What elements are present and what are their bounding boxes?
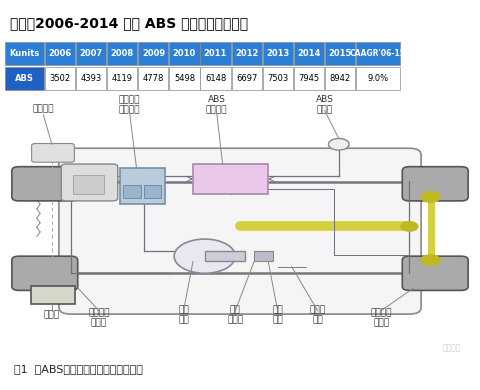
- Text: 表１：2006-2014 中国 ABS 市场预测（千套）: 表１：2006-2014 中国 ABS 市场预测（千套）: [10, 16, 248, 30]
- FancyBboxPatch shape: [402, 256, 468, 291]
- FancyBboxPatch shape: [32, 144, 74, 162]
- Text: CAAGR'06-15: CAAGR'06-15: [350, 49, 406, 58]
- Text: ABS: ABS: [15, 74, 34, 83]
- Text: 6148: 6148: [205, 74, 226, 83]
- Bar: [138, 42, 168, 65]
- Bar: [108, 67, 137, 90]
- Text: 2011: 2011: [204, 49, 227, 58]
- Bar: [5, 42, 44, 65]
- Text: 2015: 2015: [328, 49, 351, 58]
- Bar: [263, 42, 293, 65]
- Bar: [76, 67, 107, 90]
- Text: 制动
主缸: 制动 主缸: [272, 305, 283, 324]
- Text: 5498: 5498: [174, 74, 195, 83]
- Text: 蓄电池: 蓄电池: [44, 310, 60, 319]
- Bar: [356, 42, 400, 65]
- Text: 2014: 2014: [297, 49, 320, 58]
- Bar: [254, 251, 273, 261]
- Text: 图1  带ABS功能的制动系统的一般结构: 图1 带ABS功能的制动系统的一般结构: [14, 364, 143, 374]
- Text: 9.0%: 9.0%: [368, 74, 389, 83]
- Text: 点火开关: 点火开关: [33, 104, 54, 113]
- Bar: [201, 42, 230, 65]
- Bar: [324, 67, 355, 90]
- Text: ABS
电控单元: ABS 电控单元: [206, 95, 227, 115]
- Bar: [108, 42, 137, 65]
- Bar: [73, 175, 104, 194]
- Text: 4778: 4778: [143, 74, 164, 83]
- Bar: [193, 164, 268, 194]
- Bar: [120, 168, 165, 204]
- Bar: [169, 42, 200, 65]
- Text: 2010: 2010: [173, 49, 196, 58]
- Bar: [356, 67, 400, 90]
- Bar: [123, 185, 141, 198]
- Bar: [45, 42, 75, 65]
- Bar: [169, 67, 200, 90]
- Circle shape: [174, 239, 235, 273]
- Text: 比例
分配阀: 比例 分配阀: [227, 305, 243, 324]
- Circle shape: [328, 138, 349, 150]
- Bar: [5, 67, 44, 90]
- Text: 2008: 2008: [111, 49, 134, 58]
- Text: 4393: 4393: [81, 74, 102, 83]
- Text: 制动压力
调节装置: 制动压力 调节装置: [119, 95, 140, 115]
- Circle shape: [401, 222, 418, 231]
- Text: 2006: 2006: [48, 49, 72, 58]
- Bar: [324, 42, 355, 65]
- Bar: [294, 67, 324, 90]
- Text: 2012: 2012: [235, 49, 258, 58]
- Text: 刹车灯
开关: 刹车灯 开关: [310, 305, 325, 324]
- Text: 3502: 3502: [50, 74, 71, 83]
- Text: 工业在线: 工业在线: [443, 343, 461, 352]
- Text: 2009: 2009: [142, 49, 165, 58]
- Text: 后轮速度
传感器: 后轮速度 传感器: [371, 308, 392, 328]
- FancyBboxPatch shape: [12, 167, 78, 201]
- Text: 4119: 4119: [112, 74, 133, 83]
- Bar: [144, 185, 161, 198]
- Text: ABS
警告灯: ABS 警告灯: [316, 95, 334, 115]
- FancyBboxPatch shape: [402, 167, 468, 201]
- Text: 7945: 7945: [298, 74, 319, 83]
- Bar: [138, 67, 168, 90]
- Bar: [204, 251, 245, 261]
- Bar: [31, 286, 75, 303]
- Bar: [231, 42, 262, 65]
- Text: 2013: 2013: [266, 49, 289, 58]
- Bar: [231, 67, 262, 90]
- Bar: [76, 42, 107, 65]
- Text: 6697: 6697: [236, 74, 257, 83]
- Text: Kunits: Kunits: [10, 49, 40, 58]
- Text: 2007: 2007: [80, 49, 103, 58]
- Text: 制动
轮缸: 制动 轮缸: [178, 305, 189, 324]
- Bar: [45, 67, 75, 90]
- Text: 前轮速度
传感器: 前轮速度 传感器: [88, 308, 109, 328]
- Circle shape: [421, 192, 440, 202]
- Text: 7503: 7503: [267, 74, 288, 83]
- FancyBboxPatch shape: [12, 256, 78, 291]
- FancyBboxPatch shape: [61, 164, 118, 201]
- Bar: [263, 67, 293, 90]
- Text: 8942: 8942: [329, 74, 350, 83]
- Bar: [294, 42, 324, 65]
- Circle shape: [421, 255, 440, 265]
- Bar: [201, 67, 230, 90]
- FancyBboxPatch shape: [59, 148, 421, 314]
